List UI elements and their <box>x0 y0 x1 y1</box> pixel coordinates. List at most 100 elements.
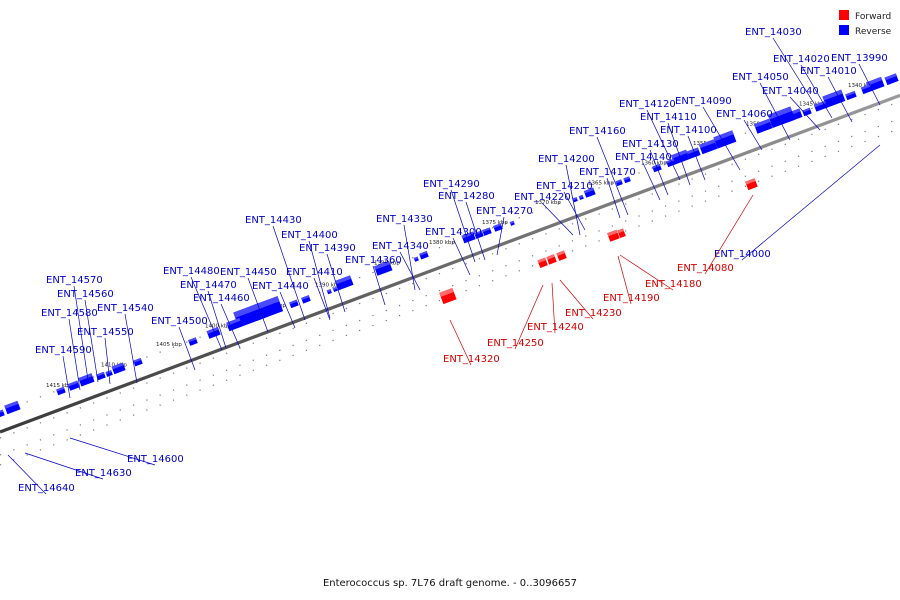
gene-label[interactable]: ENT_14640 <box>7 454 75 495</box>
gene-label[interactable]: ENT_14090 <box>675 96 741 171</box>
gene-label[interactable]: ENT_14600 <box>69 437 184 466</box>
forward-gene-block[interactable] <box>607 229 620 242</box>
reverse-gene-block[interactable] <box>666 158 676 168</box>
reverse-gene-block[interactable] <box>78 373 95 387</box>
gene-label[interactable]: ENT_14040 <box>762 86 821 131</box>
forward-gene-block[interactable] <box>546 254 557 265</box>
gene-label[interactable]: ENT_14010 <box>800 66 857 123</box>
forward-gene-block[interactable] <box>439 288 457 305</box>
gene-label[interactable]: ENT_14280 <box>438 191 495 261</box>
gene-label[interactable]: ENT_14190 <box>603 255 660 305</box>
reverse-gene-block[interactable] <box>572 197 578 203</box>
reverse-gene-block[interactable] <box>4 400 21 415</box>
reverse-gene-block[interactable] <box>226 317 243 332</box>
gene-label[interactable]: ENT_14020 <box>773 54 833 119</box>
reverse-gene-block[interactable] <box>802 107 812 117</box>
reverse-gene-block[interactable] <box>767 106 796 128</box>
reverse-gene-block[interactable] <box>699 139 718 155</box>
gene-label[interactable]: ENT_14320 <box>443 319 500 366</box>
gene-label[interactable]: ENT_14580 <box>41 308 98 391</box>
gene-label[interactable]: ENT_14480 <box>163 266 223 351</box>
gene-label[interactable]: ENT_14390 <box>299 243 356 313</box>
gene-label[interactable]: ENT_14440 <box>252 281 309 329</box>
gene-label[interactable]: ENT_14460 <box>193 293 250 349</box>
reverse-gene-block[interactable] <box>206 326 221 339</box>
gene-label[interactable]: ENT_14560 <box>57 289 114 383</box>
gene-label[interactable]: ENT_14030 <box>745 27 816 106</box>
reverse-gene-block[interactable] <box>754 118 773 134</box>
reverse-gene-block[interactable] <box>111 362 126 375</box>
gene-label[interactable]: ENT_14430 <box>245 215 306 321</box>
gene-label[interactable]: ENT_14240 <box>527 282 584 334</box>
gene-label[interactable]: ENT_14500 <box>151 316 208 371</box>
reverse-gene-block[interactable] <box>188 337 198 346</box>
reverse-gene-block[interactable] <box>96 371 106 381</box>
reverse-gene-block[interactable] <box>326 289 332 295</box>
reverse-gene-block[interactable] <box>67 380 80 391</box>
gene-label[interactable]: ENT_14630 <box>24 452 132 480</box>
gene-label[interactable]: ENT_14360 <box>345 255 402 306</box>
gene-label[interactable]: ENT_14210 <box>536 181 593 231</box>
forward-gene-block[interactable] <box>556 250 567 261</box>
gene-label[interactable]: ENT_14400 <box>281 230 338 319</box>
reverse-gene-block[interactable] <box>860 84 873 95</box>
reverse-gene-block[interactable] <box>884 73 899 86</box>
reverse-gene-block[interactable] <box>482 227 492 236</box>
gene-label[interactable]: ENT_14290 <box>423 179 480 263</box>
reverse-gene-block[interactable] <box>583 187 596 198</box>
gene-label[interactable]: ENT_14110 <box>640 112 697 186</box>
gene-label[interactable]: ENT_14060 <box>716 109 773 151</box>
gene-label-text: ENT_14160 <box>569 126 626 137</box>
reverse-gene-block[interactable] <box>332 286 338 293</box>
reverse-gene-block[interactable] <box>493 223 503 232</box>
reverse-gene-block[interactable] <box>845 90 857 101</box>
gene-label[interactable]: ENT_14160 <box>569 126 629 216</box>
gene-label[interactable]: ENT_14120 <box>619 99 681 181</box>
reverse-gene-block[interactable] <box>509 220 515 226</box>
gene-label[interactable]: ENT_14140 <box>615 152 672 201</box>
gene-label[interactable]: ENT_14470 <box>180 280 237 349</box>
gene-label[interactable]: ENT_14570 <box>46 275 103 381</box>
reverse-gene-block[interactable] <box>335 275 354 291</box>
reverse-gene-block[interactable] <box>301 295 311 304</box>
gene-label[interactable]: ENT_13990 <box>831 53 888 106</box>
reverse-gene-block[interactable] <box>413 256 419 262</box>
reverse-gene-block[interactable] <box>615 179 623 187</box>
reverse-gene-block[interactable] <box>713 130 737 149</box>
gene-label[interactable]: ENT_14050 <box>732 72 791 141</box>
reverse-gene-block[interactable] <box>461 231 476 244</box>
gene-label[interactable]: ENT_14220 <box>514 192 574 236</box>
reverse-gene-block[interactable] <box>133 357 143 367</box>
gene-label[interactable]: ENT_14590 <box>35 345 92 399</box>
reverse-gene-block[interactable] <box>374 260 393 276</box>
forward-gene-block[interactable] <box>745 178 758 191</box>
gene-label[interactable]: ENT_14410 <box>286 267 343 321</box>
gene-label[interactable]: ENT_14200 <box>538 154 595 236</box>
gene-label[interactable]: ENT_14180 <box>619 254 702 291</box>
gene-label[interactable]: ENT_14230 <box>559 279 622 320</box>
gene-label[interactable]: ENT_14540 <box>97 303 154 384</box>
reverse-gene-block[interactable] <box>822 89 846 108</box>
gene-label[interactable]: ENT_14170 <box>579 167 636 219</box>
gene-label[interactable]: ENT_14130 <box>622 139 679 196</box>
gene-label[interactable]: ENT_14300 <box>425 227 482 276</box>
gene-label[interactable]: ENT_14450 <box>220 267 277 333</box>
reverse-gene-block[interactable] <box>623 176 631 184</box>
gene-label[interactable]: ENT_14080 <box>677 194 754 275</box>
forward-gene-block[interactable] <box>617 228 626 239</box>
reverse-gene-block[interactable] <box>56 386 66 396</box>
reverse-gene-block[interactable] <box>686 147 701 160</box>
reverse-gene-block[interactable] <box>578 194 584 201</box>
gene-label[interactable]: ENT_14330 <box>376 214 433 291</box>
reverse-gene-block[interactable] <box>233 302 266 328</box>
gene-label[interactable]: ENT_14340 <box>372 241 429 291</box>
reverse-gene-block[interactable] <box>289 299 299 309</box>
gene-label[interactable]: ENT_14000 <box>714 144 881 261</box>
gene-label[interactable]: ENT_14250 <box>487 284 544 350</box>
gene-label[interactable]: ENT_14270 <box>476 206 533 256</box>
reverse-gene-block[interactable] <box>0 409 5 419</box>
reverse-gene-block[interactable] <box>419 251 429 260</box>
gene-label[interactable]: ENT_14550 <box>77 327 134 385</box>
gene-label[interactable]: ENT_14100 <box>660 125 717 181</box>
forward-gene-block[interactable] <box>537 257 548 268</box>
